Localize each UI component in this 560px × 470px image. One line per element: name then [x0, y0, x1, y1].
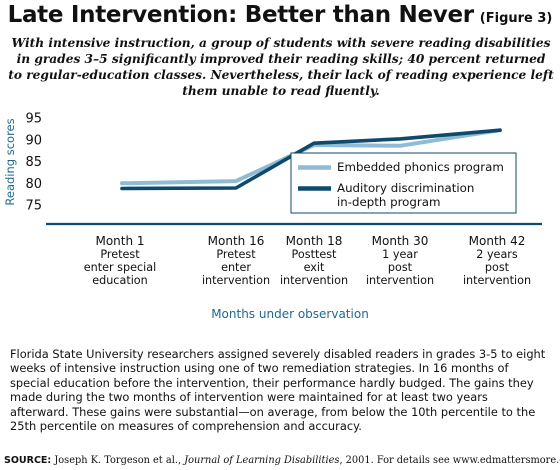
source-line: SOURCE: Joseph K. Torgeson et al., Journ…: [4, 455, 560, 466]
source-label: SOURCE:: [4, 455, 52, 466]
x-tick-label: intervention: [463, 274, 531, 287]
x-tick-label: intervention: [280, 274, 348, 287]
figure-tag: (Figure 3): [479, 11, 553, 26]
y-tick-label: 90: [25, 133, 42, 148]
x-tick-label: 1 year: [382, 248, 418, 261]
x-tick-label: exit: [304, 261, 325, 274]
x-tick-label: 2 years: [476, 248, 518, 261]
y-axis-label: Reading scores: [3, 118, 17, 205]
chart-subtitle: With intensive instruction, a group of s…: [8, 36, 554, 98]
x-tick-label: post: [485, 261, 510, 274]
source-details: , 2001. For details see www.edmattersmor…: [339, 455, 560, 466]
source-journal: Journal of Learning Disabilities: [184, 455, 340, 466]
x-tick-label: Month 42: [469, 234, 526, 248]
x-tick-label: Pretest: [216, 248, 256, 261]
title-row: Late Intervention: Better than Never (Fig…: [0, 2, 560, 28]
legend-box: [290, 152, 517, 214]
x-tick-label: enter special: [84, 261, 156, 274]
y-tick-label: 75: [25, 199, 42, 214]
chart-title: Late Intervention: Better than Never: [7, 2, 475, 28]
x-tick-label: Month 30: [372, 234, 429, 248]
x-tick-label: education: [92, 274, 148, 287]
x-tick-label: Month 1: [95, 234, 144, 248]
x-tick-label: Month 16: [208, 234, 265, 248]
x-tick-label: Month 18: [286, 234, 343, 248]
y-tick-label: 95: [25, 112, 42, 127]
series-line-2: [120, 128, 502, 191]
x-tick-label: enter: [221, 261, 251, 274]
legend-label-1: Embedded phonics program: [337, 160, 504, 174]
x-tick-label: Pretest: [100, 248, 140, 261]
x-tick-label: post: [388, 261, 413, 274]
x-tick-label: Posttest: [292, 248, 338, 261]
source-authors: Joseph K. Torgeson et al.,: [54, 455, 182, 466]
legend-label-2: Auditory discrimination: [337, 181, 474, 195]
x-tick-label: intervention: [366, 274, 434, 287]
y-tick-label: 85: [25, 155, 42, 170]
y-tick-label: 80: [25, 177, 42, 192]
legend-label-2: in-depth program: [337, 195, 440, 209]
x-axis-label: Months under observation: [211, 307, 369, 321]
x-tick-label: intervention: [202, 274, 270, 287]
figure-caption: Florida State University researchers ass…: [10, 347, 546, 434]
